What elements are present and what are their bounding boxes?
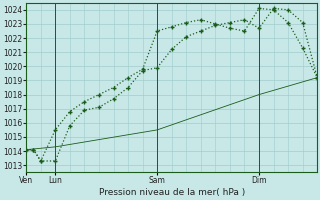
X-axis label: Pression niveau de la mer( hPa ): Pression niveau de la mer( hPa ) xyxy=(99,188,245,197)
